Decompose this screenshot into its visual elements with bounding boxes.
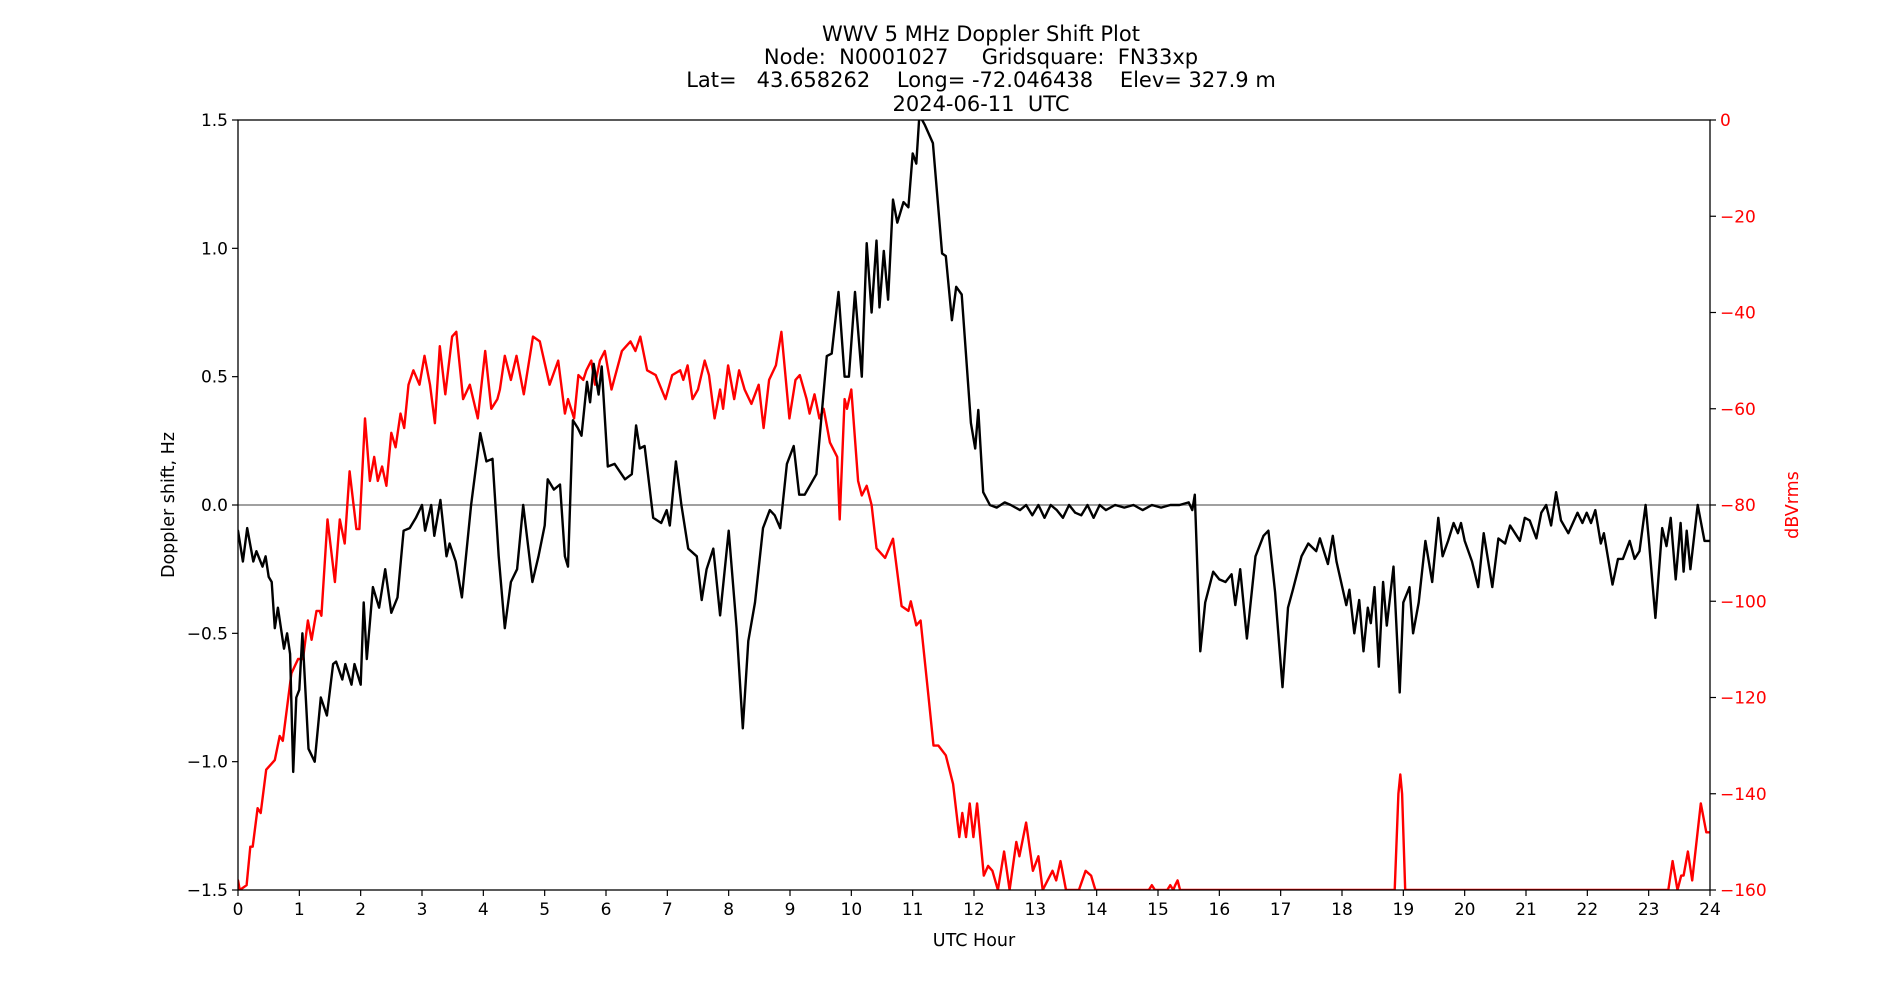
right-y-tick-label: −80: [1720, 496, 1756, 516]
x-tick-label: 17: [1270, 900, 1292, 920]
x-tick-label: 20: [1454, 900, 1476, 920]
right-y-tick-label: 0: [1720, 111, 1731, 131]
x-tick-label: 13: [1025, 900, 1047, 920]
left-y-axis-ticks: −1.5 −1.0 −0.5 0.0 0.5 1.0 1.5: [187, 111, 238, 901]
x-tick-label: 12: [963, 900, 985, 920]
x-tick-label: 23: [1638, 900, 1660, 920]
x-tick-label: 14: [1086, 900, 1108, 920]
right-y-axis-label: dBVrms: [1783, 471, 1803, 539]
right-y-tick-label: −160: [1720, 881, 1767, 901]
right-y-tick-label: −140: [1720, 785, 1767, 805]
left-y-tick-label: −1.0: [187, 753, 228, 773]
x-tick-label: 5: [539, 900, 550, 920]
x-tick-label: 21: [1515, 900, 1537, 920]
x-tick-label: 2: [355, 900, 366, 920]
x-tick-label: 11: [902, 900, 924, 920]
chart-title: WWV 5 MHz Doppler Shift Plot: [822, 22, 1140, 46]
right-y-tick-label: −20: [1720, 207, 1756, 227]
x-tick-label: 0: [233, 900, 244, 920]
x-tick-label: 18: [1331, 900, 1353, 920]
doppler-shift-line: [238, 120, 1710, 774]
left-y-tick-label: 1.5: [201, 111, 228, 131]
right-y-tick-label: −100: [1720, 592, 1767, 612]
x-tick-label: 9: [785, 900, 796, 920]
location-line: Lat= 43.658262 Long= -72.046438 Elev= 32…: [686, 68, 1276, 92]
x-tick-label: 3: [417, 900, 428, 920]
left-y-tick-label: −0.5: [187, 624, 228, 644]
left-y-tick-label: −1.5: [187, 881, 228, 901]
x-tick-label: 24: [1699, 900, 1721, 920]
right-y-tick-label: −120: [1720, 689, 1767, 709]
x-tick-label: 16: [1209, 900, 1231, 920]
x-axis-label: UTC Hour: [933, 931, 1016, 951]
x-tick-label: 10: [841, 900, 863, 920]
right-y-tick-label: −40: [1720, 304, 1756, 324]
x-tick-label: 8: [723, 900, 734, 920]
plot-series: [238, 120, 1710, 890]
left-y-tick-label: 1.0: [201, 239, 228, 259]
x-tick-label: 7: [662, 900, 673, 920]
x-tick-label: 15: [1147, 900, 1169, 920]
node-gridsquare-line: Node: N0001027 Gridsquare: FN33xp: [763, 45, 1199, 69]
x-tick-label: 22: [1577, 900, 1599, 920]
x-tick-label: 4: [478, 900, 489, 920]
left-y-tick-label: 0.5: [201, 368, 228, 388]
x-axis-ticks: 0 1 2 3 4 5 6 7 8 9 10 11 12 13 14 15 16 17 18 19 20 21 22 23 24: [233, 890, 1721, 920]
right-y-tick-label: −60: [1720, 400, 1756, 420]
signal-level-line: [238, 330, 1710, 890]
left-y-axis-label: Doppler shift, Hz: [159, 432, 179, 578]
date-line: 2024-06-11 UTC: [892, 92, 1070, 116]
left-y-tick-label: 0.0: [201, 496, 228, 516]
right-y-axis-ticks: 0 −20 −40 −60 −80 −100 −120 −140 −160: [1710, 111, 1767, 901]
x-tick-label: 19: [1393, 900, 1415, 920]
x-tick-label: 1: [294, 900, 305, 920]
x-tick-label: 6: [601, 900, 612, 920]
